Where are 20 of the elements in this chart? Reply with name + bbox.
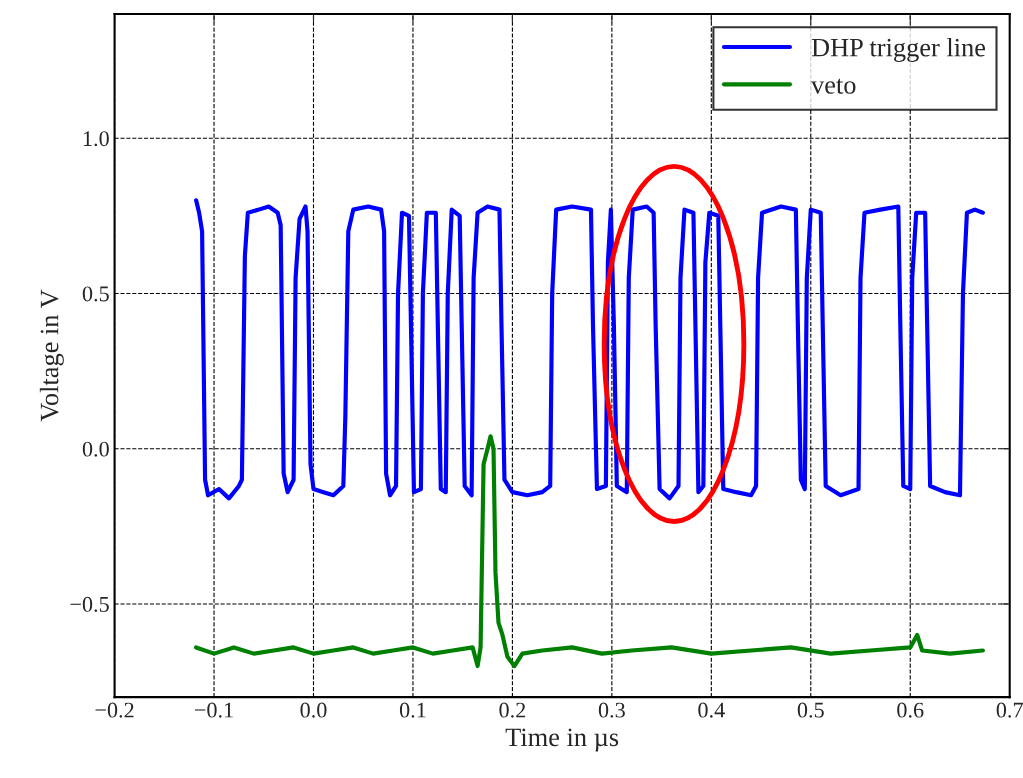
x-tick-label: 0.7	[996, 702, 1023, 718]
legend-label: DHP trigger line	[811, 37, 986, 62]
x-tick-label: 0.1	[399, 702, 426, 718]
x-tick-label: 0.2	[499, 702, 526, 718]
line-series	[194, 434, 985, 669]
y-tick-label: −0.5	[70, 596, 109, 612]
legend-label: veto	[811, 78, 856, 94]
x-tick-label: 0.3	[598, 702, 625, 718]
x-tick-label: −0.1	[194, 702, 233, 718]
x-tick-label: 0.4	[698, 702, 725, 718]
y-axis-title: Voltage in V	[39, 289, 64, 422]
x-tick-label: 0.6	[897, 702, 924, 718]
y-tick-label: 0.5	[82, 286, 109, 302]
x-tick-label: 0.5	[797, 702, 824, 718]
line-series	[194, 198, 985, 501]
x-tick-label: −0.2	[95, 702, 134, 718]
y-tick-label: 1.0	[83, 131, 109, 147]
x-axis-title: Time in µs	[505, 728, 619, 752]
y-tick-label: 0.0	[82, 441, 109, 457]
x-tick-label: 0.0	[300, 702, 327, 718]
